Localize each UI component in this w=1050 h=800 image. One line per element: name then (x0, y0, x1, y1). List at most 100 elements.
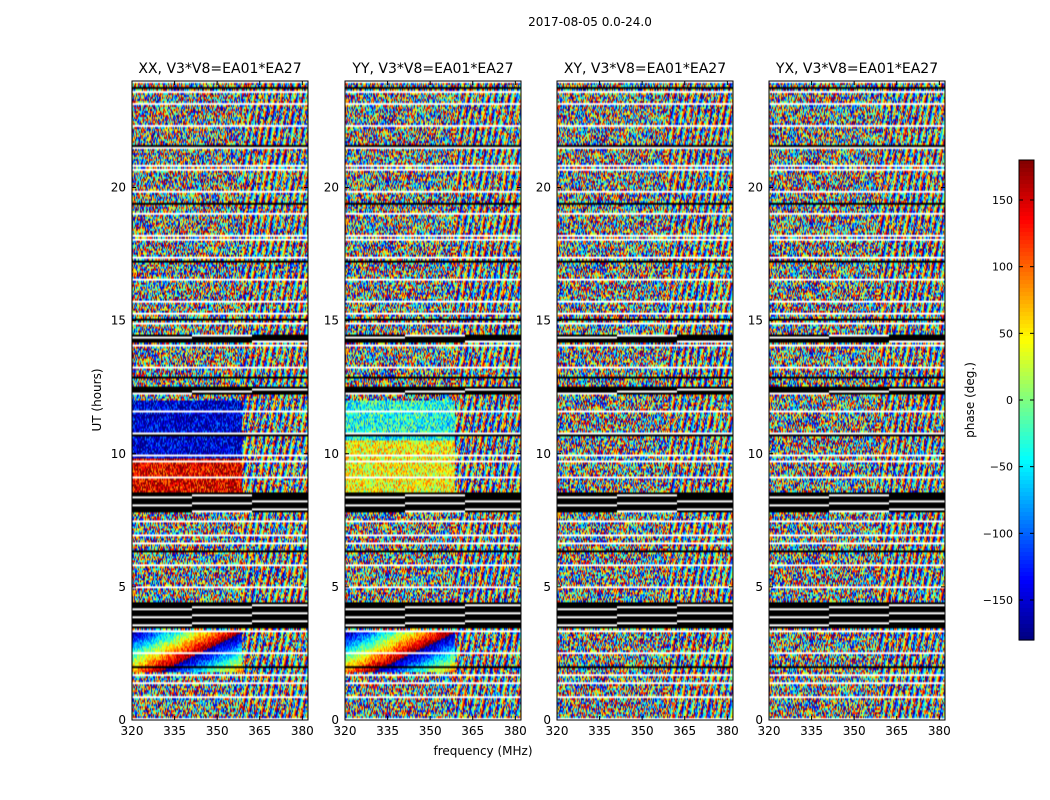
colorbar-step (1019, 280, 1034, 285)
colorbar-step (1019, 632, 1034, 637)
colorbar-step (1019, 448, 1034, 453)
colorbar-step (1019, 528, 1034, 533)
x-tick-label: 320 (334, 724, 357, 738)
colorbar-step (1019, 240, 1034, 245)
colorbar-step (1019, 444, 1034, 449)
y-tick-label: 5 (755, 580, 763, 594)
colorbar-step (1019, 436, 1034, 441)
panel-title-xx: XX, V3*V8=EA01*EA27 (138, 61, 301, 77)
colorbar-step (1019, 328, 1034, 333)
colorbar-step (1019, 272, 1034, 277)
colorbar-step (1019, 556, 1034, 561)
colorbar-step (1019, 604, 1034, 609)
colorbar-step (1019, 492, 1034, 497)
colorbar-step (1019, 620, 1034, 625)
colorbar-step (1019, 548, 1034, 553)
colorbar-step (1019, 224, 1034, 229)
colorbar-tick-label: 0 (1006, 394, 1013, 407)
colorbar-step (1019, 452, 1034, 457)
colorbar-step (1019, 244, 1034, 249)
colorbar-step (1019, 440, 1034, 445)
colorbar-step (1019, 416, 1034, 421)
colorbar: −150 −100 −50 0 50 100 150 (983, 159, 1035, 641)
x-tick-label: 365 (461, 724, 484, 738)
y-tick-label: 0 (755, 713, 763, 727)
panel-xy: XY, V3*V8=EA01*EA27 320 335 350 365 380 0 5 10 15… (536, 61, 739, 738)
x-tick-label: 365 (885, 724, 908, 738)
y-tick-label: 20 (111, 181, 126, 195)
colorbar-tick-label: 50 (999, 327, 1013, 340)
colorbar-step (1019, 568, 1034, 573)
colorbar-step (1019, 340, 1034, 345)
colorbar-step (1019, 612, 1034, 617)
colorbar-step (1019, 616, 1034, 621)
colorbar-step (1019, 496, 1034, 501)
panel-yy: YY, V3*V8=EA01*EA27 320 335 350 365 380 0 5 10 15… (324, 61, 527, 738)
colorbar-step (1019, 312, 1034, 317)
x-axis-label: frequency (MHz) (433, 744, 532, 758)
panel-frame (556, 80, 734, 721)
colorbar-step (1019, 484, 1034, 489)
colorbar-step (1019, 420, 1034, 425)
colorbar-step (1019, 460, 1034, 465)
x-tick-label: 335 (588, 724, 611, 738)
y-tick-label: 10 (748, 447, 763, 461)
colorbar-step (1019, 432, 1034, 437)
colorbar-step (1019, 520, 1034, 525)
colorbar-step (1019, 320, 1034, 325)
colorbar-step (1019, 180, 1034, 185)
x-tick-label: 380 (291, 724, 314, 738)
colorbar-step (1019, 572, 1034, 577)
colorbar-step (1019, 372, 1034, 377)
colorbar-step (1019, 300, 1034, 305)
colorbar-step (1019, 392, 1034, 397)
colorbar-step (1019, 264, 1034, 269)
colorbar-step (1019, 468, 1034, 473)
y-tick-label: 20 (748, 181, 763, 195)
colorbar-step (1019, 576, 1034, 581)
y-tick-label: 0 (331, 713, 339, 727)
colorbar-step (1019, 352, 1034, 357)
colorbar-step (1019, 356, 1034, 361)
heatmap-yy (345, 81, 521, 720)
colorbar-step (1019, 404, 1034, 409)
colorbar-step (1019, 216, 1034, 221)
colorbar-step (1019, 464, 1034, 469)
y-tick-label: 5 (543, 580, 551, 594)
colorbar-step (1019, 256, 1034, 261)
colorbar-step (1019, 636, 1034, 641)
y-tick-label: 20 (536, 181, 551, 195)
panel-title-xy: XY, V3*V8=EA01*EA27 (564, 61, 726, 77)
colorbar-step (1019, 532, 1034, 537)
x-tick-label: 350 (206, 724, 229, 738)
panels: XX, V3*V8=EA01*EA27 320 335 350 365 380 0 5 10 15… (111, 61, 951, 738)
y-tick-label: 15 (111, 314, 126, 328)
colorbar-step (1019, 304, 1034, 309)
colorbar-step (1019, 472, 1034, 477)
colorbar-step (1019, 220, 1034, 225)
x-tick-label: 320 (546, 724, 569, 738)
colorbar-step (1019, 608, 1034, 613)
colorbar-step (1019, 192, 1034, 197)
colorbar-step (1019, 588, 1034, 593)
colorbar-step (1019, 204, 1034, 209)
x-tick-label: 365 (248, 724, 271, 738)
colorbar-step (1019, 552, 1034, 557)
colorbar-step (1019, 316, 1034, 321)
y-tick-label: 0 (543, 713, 551, 727)
x-tick-label: 335 (163, 724, 186, 738)
colorbar-step (1019, 624, 1034, 629)
colorbar-step (1019, 368, 1034, 373)
colorbar-tick-label: −150 (983, 594, 1013, 607)
colorbar-step (1019, 584, 1034, 589)
colorbar-step (1019, 424, 1034, 429)
heatmap-yx (769, 81, 945, 720)
y-tick-label: 20 (324, 181, 339, 195)
x-tick-label: 365 (673, 724, 696, 738)
colorbar-step (1019, 228, 1034, 233)
colorbar-step (1019, 344, 1034, 349)
colorbar-step (1019, 504, 1034, 509)
colorbar-step (1019, 560, 1034, 565)
panel-frame (344, 80, 522, 721)
